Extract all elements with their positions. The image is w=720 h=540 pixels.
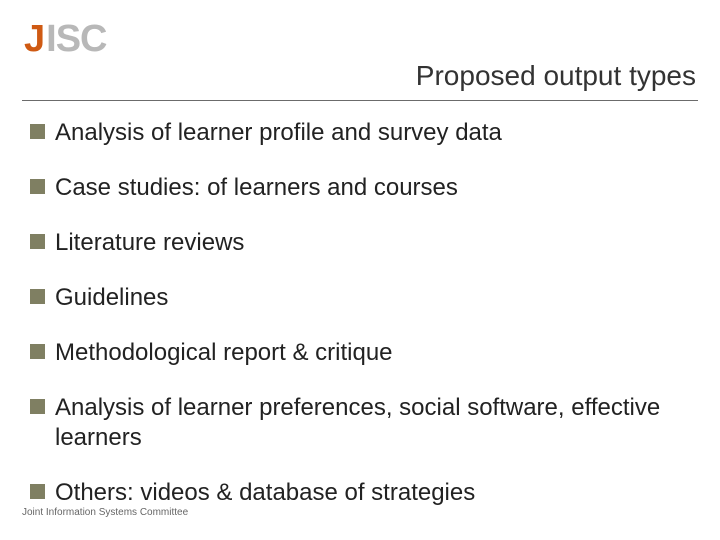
square-bullet-icon xyxy=(30,234,45,249)
logo-j: J xyxy=(24,18,46,60)
footer-text: Joint Information Systems Committee xyxy=(22,507,188,518)
slide: JISC Proposed output types Analysis of l… xyxy=(0,0,720,540)
logo-isc: ISC xyxy=(46,18,106,60)
square-bullet-icon xyxy=(30,344,45,359)
square-bullet-icon xyxy=(30,399,45,414)
list-item: Analysis of learner profile and survey d… xyxy=(30,118,692,148)
horizontal-rule xyxy=(22,100,698,101)
list-item-text: Case studies: of learners and courses xyxy=(55,173,458,203)
square-bullet-icon xyxy=(30,179,45,194)
list-item: Guidelines xyxy=(30,283,692,313)
list-item: Literature reviews xyxy=(30,228,692,258)
list-item-text: Literature reviews xyxy=(55,228,244,258)
list-item-text: Analysis of learner profile and survey d… xyxy=(55,118,502,148)
bullet-list: Analysis of learner profile and survey d… xyxy=(30,118,692,533)
square-bullet-icon xyxy=(30,124,45,139)
list-item: Case studies: of learners and courses xyxy=(30,173,692,203)
list-item-text: Methodological report & critique xyxy=(55,338,393,368)
list-item: Others: videos & database of strategies xyxy=(30,478,692,508)
square-bullet-icon xyxy=(30,484,45,499)
list-item: Analysis of learner preferences, social … xyxy=(30,393,692,453)
list-item-text: Guidelines xyxy=(55,283,168,313)
jisc-logo: JISC xyxy=(24,18,107,61)
list-item-text: Analysis of learner preferences, social … xyxy=(55,393,692,453)
list-item: Methodological report & critique xyxy=(30,338,692,368)
slide-title: Proposed output types xyxy=(416,60,696,92)
list-item-text: Others: videos & database of strategies xyxy=(55,478,475,508)
square-bullet-icon xyxy=(30,289,45,304)
